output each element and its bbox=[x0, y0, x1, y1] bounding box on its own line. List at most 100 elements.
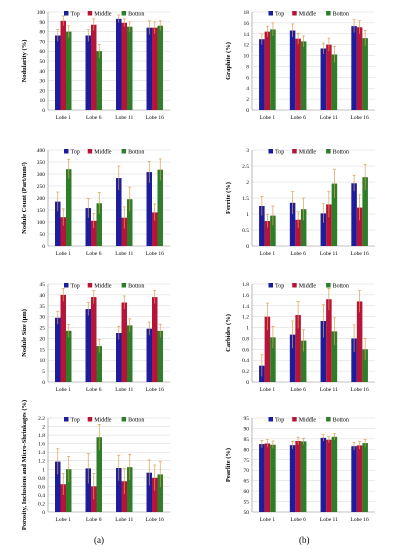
y-tick-label: 1 bbox=[42, 467, 45, 473]
bar-bottom-0 bbox=[65, 469, 72, 512]
x-tick-label: Lobe 1 bbox=[56, 517, 72, 523]
legend-swatch-middle bbox=[87, 11, 93, 16]
bar-top-3 bbox=[146, 172, 153, 246]
legend-swatch-bottom bbox=[326, 11, 331, 16]
y-tick-label: 3 bbox=[246, 148, 249, 154]
y-axis-label: Nodule Count (Part/mm²) bbox=[21, 162, 28, 234]
bar-middle-3 bbox=[356, 27, 363, 110]
bar-bottom-3 bbox=[157, 25, 163, 110]
legend-label-middle: Middle bbox=[94, 284, 112, 290]
y-tick-label: 10 bbox=[40, 358, 46, 364]
y-tick-label: 0.6 bbox=[242, 347, 249, 353]
x-tick-label: Lobe 1 bbox=[260, 115, 276, 121]
chart-panel-a3: 0 5 10 15 20 25 30 35 40 45 Nodule Size (µm) Lobe 1… bbox=[21, 282, 170, 393]
bar-bottom-1 bbox=[300, 441, 307, 512]
bar-middle-2 bbox=[121, 22, 127, 111]
bar-top-3 bbox=[146, 27, 153, 110]
bar-middle-3 bbox=[152, 212, 158, 246]
y-tick-label: 0 bbox=[246, 380, 249, 386]
bar-top-0 bbox=[55, 201, 61, 246]
y-tick-label: 20 bbox=[40, 88, 46, 94]
bar-bottom-0 bbox=[270, 337, 276, 382]
y-tick-label: 16 bbox=[244, 21, 250, 27]
x-tick-label: Lobe 6 bbox=[290, 115, 306, 121]
y-tick-label: 150 bbox=[37, 208, 46, 214]
y-tick-label: 400 bbox=[37, 148, 46, 154]
legend-swatch-bottom bbox=[326, 417, 331, 422]
legend-label-top: Top bbox=[275, 284, 284, 290]
y-tick-label: 1 bbox=[246, 326, 249, 332]
bar-bottom-1 bbox=[300, 340, 307, 382]
y-tick-label: 0.2 bbox=[38, 501, 45, 507]
legend-swatch-top bbox=[268, 417, 273, 422]
y-tick-label: 18 bbox=[244, 10, 250, 16]
y-tick-label: 0 bbox=[246, 108, 249, 114]
y-tick-label: 10 bbox=[40, 98, 46, 104]
y-tick-label: 45 bbox=[40, 282, 46, 288]
y-tick-label: 0.8 bbox=[242, 336, 249, 342]
y-tick-label: 1.4 bbox=[242, 304, 249, 310]
legend-swatch-top bbox=[268, 283, 273, 288]
bar-middle-1 bbox=[91, 24, 97, 111]
y-tick-label: 1.4 bbox=[38, 450, 45, 456]
bar-middle-0 bbox=[60, 20, 66, 110]
y-tick-label: 55 bbox=[244, 500, 250, 506]
x-tick-label: Lobe 1 bbox=[260, 251, 276, 257]
y-tick-label: 0 bbox=[42, 108, 45, 114]
bar-middle-1 bbox=[91, 297, 97, 382]
x-tick-label: Lobe 1 bbox=[260, 517, 276, 523]
bar-top-2 bbox=[116, 333, 122, 382]
bar-middle-3 bbox=[152, 297, 158, 382]
bar-top-0 bbox=[55, 461, 61, 512]
legend-label-middle: Middle bbox=[94, 12, 112, 18]
y-tick-label: 0.5 bbox=[242, 228, 249, 234]
legend-label-middle: Middle bbox=[94, 150, 112, 156]
legend-label-top: Top bbox=[275, 418, 284, 424]
bar-middle-0 bbox=[60, 484, 66, 512]
y-tick-label: 100 bbox=[37, 220, 46, 226]
y-tick-label: 40 bbox=[40, 293, 46, 299]
bar-top-3 bbox=[351, 446, 357, 512]
x-tick-label: Lobe 11 bbox=[115, 115, 133, 121]
y-axis-label: Nodule Size (µm) bbox=[21, 309, 28, 357]
bar-top-2 bbox=[320, 321, 327, 382]
legend-label-middle: Middle bbox=[299, 12, 317, 18]
bar-bottom-0 bbox=[270, 444, 276, 512]
bar-top-0 bbox=[55, 35, 61, 110]
legend-swatch-bottom bbox=[326, 149, 331, 154]
bar-middle-1 bbox=[91, 220, 97, 246]
bar-middle-3 bbox=[152, 27, 158, 110]
legend-swatch-bottom bbox=[121, 417, 127, 422]
y-axis-label: Porosity, Inclusions and Micro-Shrinkage… bbox=[21, 400, 28, 530]
bar-bottom-0 bbox=[65, 330, 72, 382]
bar-top-1 bbox=[289, 445, 296, 512]
y-tick-label: 1.8 bbox=[242, 282, 249, 288]
x-tick-label: Lobe 16 bbox=[351, 517, 369, 523]
bar-bottom-2 bbox=[331, 183, 338, 246]
legend-label-bottom: Botton bbox=[333, 284, 349, 290]
bar-bottom-0 bbox=[65, 169, 72, 246]
y-tick-label: 50 bbox=[40, 59, 46, 65]
chart-panel-a4: 0 0.2 0.4 0.6 0.8 1 1.2 1.4 1.6 1.8 2 2.2 Porosity, … bbox=[21, 400, 170, 530]
bar-middle-2 bbox=[326, 204, 332, 246]
y-tick-label: 85 bbox=[244, 437, 250, 443]
column-label-b: (b) bbox=[299, 535, 310, 545]
y-tick-label: 75 bbox=[244, 458, 250, 464]
bar-top-3 bbox=[351, 26, 357, 110]
bar-bottom-1 bbox=[96, 203, 102, 246]
legend-label-middle: Middle bbox=[299, 150, 317, 156]
bar-top-2 bbox=[116, 467, 122, 512]
legend-swatch-top bbox=[64, 417, 69, 422]
bar-top-3 bbox=[351, 183, 357, 246]
legend-label-bottom: Botton bbox=[128, 418, 144, 424]
y-tick-label: 20 bbox=[40, 336, 46, 342]
bar-bottom-1 bbox=[300, 41, 307, 110]
y-tick-label: 60 bbox=[40, 49, 46, 55]
bar-bottom-3 bbox=[362, 177, 368, 246]
y-tick-label: 90 bbox=[40, 20, 46, 26]
legend-label-bottom: Botton bbox=[333, 418, 349, 424]
bar-top-1 bbox=[289, 334, 296, 382]
y-tick-label: 80 bbox=[40, 30, 46, 36]
bar-bottom-1 bbox=[96, 51, 102, 110]
x-tick-label: Lobe 6 bbox=[290, 387, 306, 393]
